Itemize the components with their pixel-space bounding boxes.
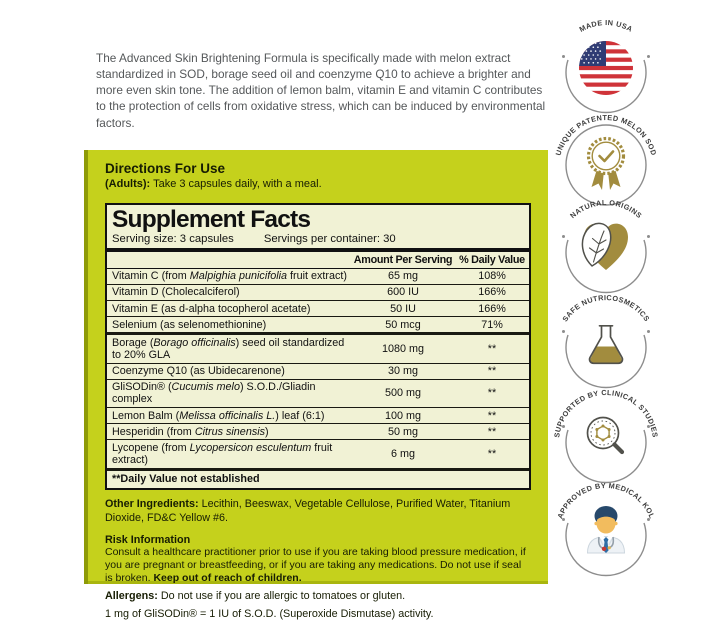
table-row: Vitamin D (Cholecalciferol) 600 IU 166% — [107, 285, 529, 302]
row-daily-value: 166% — [478, 286, 506, 299]
facts-header-row: Amount Per Serving % Daily Value — [107, 252, 529, 269]
row-ingredient-name: Selenium (as selenomethionine) — [112, 318, 267, 331]
adults-text: Take 3 capsules daily, with a meal. — [153, 178, 322, 190]
table-row: Lycopene (from Lycopersicon esculentum f… — [107, 440, 529, 471]
badge-flask: SAFE NUTRICOSMETICS — [546, 289, 666, 393]
row-ingredient-name: Vitamin E (as d-alpha tocopherol acetate… — [112, 302, 311, 315]
badge-label: NATURAL ORIGINS — [568, 198, 644, 220]
row-ingredient-name: Lycopene (from Lycopersicon esculentum f… — [112, 441, 333, 466]
flask-icon — [588, 324, 624, 365]
other-ingredients-text: Lecithin, Beeswax, Vegetable Cellulose, … — [105, 498, 511, 524]
row-daily-value: 71% — [481, 318, 503, 331]
divider-thick — [107, 248, 529, 252]
table-row: Vitamin C (from Malpighia punicifolia fr… — [107, 269, 529, 286]
intro-paragraph: The Advanced Skin Brightening Formula is… — [96, 50, 546, 130]
supplement-facts-title: Supplement Facts — [112, 206, 311, 233]
facts-header-spacer — [107, 254, 351, 266]
servings-per-container: Servings per container: 30 — [263, 233, 396, 245]
badge-svg: SAFE NUTRICOSMETICS — [560, 293, 651, 389]
row-ingredient-name: Hesperidin (from Citrus sinensis) — [112, 425, 269, 438]
badge-medal-check: UNIQUE PATENTED MELON SOD — [546, 109, 666, 213]
allergens: Allergens: Do not use if you are allergi… — [105, 590, 531, 603]
badge-leaf-heart: NATURAL ORIGINS — [546, 194, 666, 298]
table-row: Lemon Balm (Melissa officinalis L.) leaf… — [107, 408, 529, 425]
row-daily-value: ** — [487, 425, 497, 438]
allergens-text: Do not use if you are allergic to tomato… — [160, 590, 406, 603]
badge-doctor: APPROVED BY MEDICAL KOL — [546, 477, 666, 581]
badge-molecule-magnifier: SUPPORTED BY CLINICAL STUDIES — [546, 384, 666, 488]
row-daily-value: ** — [487, 365, 497, 378]
row-amount: 100 mg — [384, 409, 421, 422]
medal-check-icon — [586, 136, 626, 190]
row-amount: 65 mg — [387, 270, 418, 283]
row-ingredient-name: Coenzyme Q10 (as Ubidecarenone) — [112, 365, 285, 378]
row-amount: 600 IU — [387, 286, 419, 299]
directions-adults: (Adults): Take 3 capsules daily, with a … — [105, 178, 531, 191]
row-daily-value: ** — [487, 409, 497, 422]
row-amount: 1080 mg — [381, 342, 425, 355]
other-ingredients: Other Ingredients: Lecithin, Beeswax, Ve… — [105, 498, 531, 525]
row-amount: 6 mg — [390, 447, 415, 460]
row-ingredient-name: GliSODin® (Cucumis melo) S.O.D./Gliadin … — [112, 381, 316, 406]
supplement-facts-box: Supplement Facts Serving size: 3 capsule… — [105, 203, 531, 491]
row-daily-value: ** — [487, 342, 497, 355]
badge-label: SAFE NUTRICOSMETICS — [560, 293, 651, 323]
row-amount: 50 mg — [387, 425, 418, 438]
serving-size: Serving size: 3 capsules — [112, 233, 234, 245]
badge-svg: UNIQUE PATENTED MELON SOD — [554, 113, 658, 206]
badge-label: MADE IN USA — [578, 18, 635, 34]
molecule-magnifier-icon — [586, 416, 625, 455]
badge-column: MADE IN USA UNIQUE PATENTED MELON SOD — [546, 0, 666, 602]
risk-text-normal: Consult a healthcare practitioner prior … — [105, 545, 526, 584]
badge-svg: APPROVED BY MEDICAL KOL — [555, 481, 656, 577]
facts-footnote: **Daily Value not established — [112, 473, 260, 486]
facts-header-dv: % Daily Value — [459, 254, 525, 266]
risk-text-bold: Keep out of reach of children. — [153, 571, 302, 584]
badge-svg: MADE IN USA — [562, 18, 650, 114]
badge-svg: NATURAL ORIGINS — [562, 198, 650, 294]
row-amount: 50 mcg — [385, 318, 421, 331]
badge-usa-flag: MADE IN USA — [546, 14, 666, 118]
table-row: Coenzyme Q10 (as Ubidecarenone) 30 mg ** — [107, 364, 529, 380]
row-ingredient-name: Vitamin D (Cholecalciferol) — [112, 286, 240, 299]
label-panel: Directions For Use (Adults): Take 3 caps… — [84, 150, 548, 620]
row-ingredient-name: Borage (Borago officinalis) seed oil sta… — [112, 336, 345, 361]
row-daily-value: 166% — [478, 302, 506, 315]
badge-svg: SUPPORTED BY CLINICAL STUDIES — [552, 388, 659, 484]
glisodin-note: 1 mg of GliSODin® = 1 IU of S.O.D. (Supe… — [105, 607, 434, 620]
doctor-icon — [586, 506, 626, 554]
leaf-heart-icon — [581, 222, 628, 270]
facts-header-amount: Amount Per Serving — [353, 254, 453, 266]
row-daily-value: ** — [487, 387, 497, 400]
usa-flag-icon — [579, 41, 633, 95]
table-row: Borage (Borago officinalis) seed oil sta… — [107, 335, 529, 364]
table-row: Vitamin E (as d-alpha tocopherol acetate… — [107, 301, 529, 318]
table-row: Selenium (as selenomethionine) 50 mcg 71% — [107, 317, 529, 336]
row-ingredient-name: Lemon Balm (Melissa officinalis L.) leaf… — [112, 409, 325, 422]
row-daily-value: 108% — [478, 270, 506, 283]
other-ingredients-label: Other Ingredients: — [105, 498, 199, 511]
risk-information-text: Consult a healthcare practitioner prior … — [105, 546, 531, 584]
row-daily-value: ** — [487, 447, 497, 460]
table-row: Hesperidin (from Citrus sinensis) 50 mg ** — [107, 424, 529, 441]
allergens-label: Allergens: — [105, 590, 158, 603]
row-ingredient-name: Vitamin C (from Malpighia punicifolia fr… — [112, 270, 348, 283]
row-amount: 50 IU — [390, 302, 416, 315]
serving-info: Serving size: 3 capsules Servings per co… — [107, 232, 529, 248]
adults-label: (Adults): — [105, 178, 151, 190]
row-amount: 30 mg — [387, 365, 418, 378]
risk-information-title: Risk Information — [105, 533, 191, 546]
facts-rows: Vitamin C (from Malpighia punicifolia fr… — [107, 269, 529, 471]
row-amount: 500 mg — [384, 387, 421, 400]
table-row: GliSODin® (Cucumis melo) S.O.D./Gliadin … — [107, 380, 529, 409]
directions-title: Directions For Use — [105, 161, 226, 176]
